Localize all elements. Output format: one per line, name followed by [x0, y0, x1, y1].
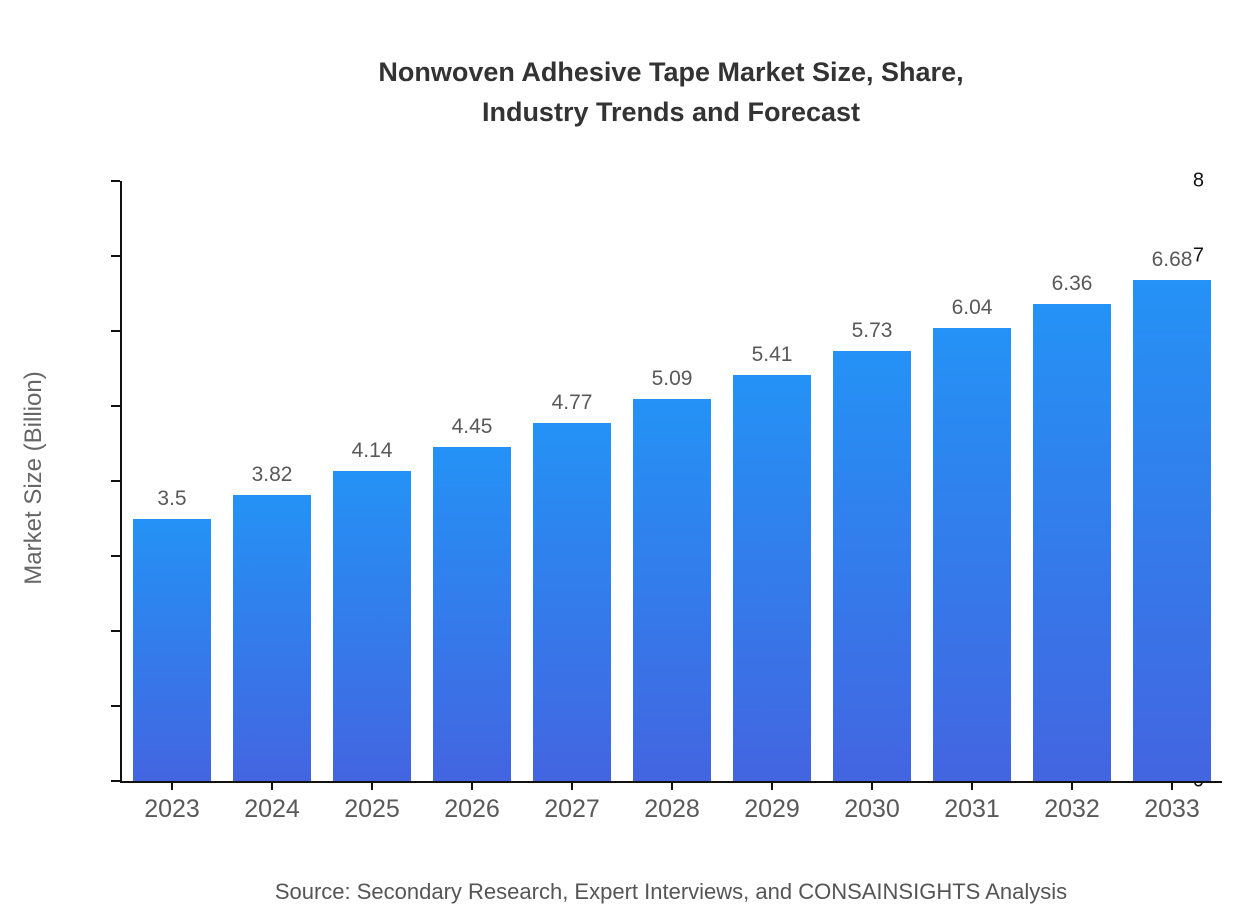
- bar: [733, 375, 811, 781]
- x-tick-mark: [971, 781, 973, 790]
- bar: [933, 328, 1011, 781]
- x-tick-mark: [571, 781, 573, 790]
- plot-area: 0123456783.520233.8220244.1420254.452026…: [111, 170, 1222, 823]
- bar-value-label: 3.82: [251, 462, 293, 486]
- x-tick-mark: [771, 781, 773, 790]
- bar: [833, 351, 911, 781]
- chart-title-line-2: Industry Trends and Forecast: [481, 97, 861, 127]
- y-tick-mark: [111, 705, 120, 707]
- bar: [533, 423, 611, 781]
- y-tick-mark: [111, 555, 120, 557]
- y-tick-mark: [111, 480, 120, 482]
- bar-value-label: 4.14: [351, 438, 393, 462]
- x-tick-mark: [1171, 781, 1173, 790]
- y-tick-mark: [111, 255, 120, 257]
- bar-value-label: 6.36: [1051, 272, 1093, 295]
- y-axis-label: Market Size (Billion): [20, 371, 47, 585]
- bar: [333, 470, 411, 781]
- bar-value-label: 6.68: [1151, 248, 1193, 271]
- bar: [1033, 304, 1111, 781]
- x-tick-label: 2027: [544, 795, 600, 823]
- y-tick-mark: [111, 630, 120, 632]
- bar-value-label: 3.5: [157, 486, 187, 510]
- bar: [1133, 280, 1211, 781]
- y-tick-label: 7: [1192, 244, 1204, 267]
- bar: [633, 399, 711, 781]
- x-tick-mark: [871, 781, 873, 790]
- x-tick-mark: [171, 781, 173, 790]
- x-tick-label: 2024: [244, 795, 300, 823]
- x-tick-label: 2026: [444, 795, 500, 823]
- y-tick-mark: [111, 330, 120, 332]
- x-tick-label: 2031: [944, 795, 1000, 823]
- y-tick-label: 8: [1192, 169, 1204, 192]
- x-tick-label: 2033: [1144, 795, 1200, 823]
- bar: [433, 447, 511, 781]
- x-tick-mark: [1071, 781, 1073, 790]
- x-tick-mark: [471, 781, 473, 790]
- bar-value-label: 5.41: [751, 343, 793, 367]
- y-tick-mark: [111, 405, 120, 407]
- bar-value-label: 4.77: [551, 391, 593, 415]
- chart-title: Nonwoven Adhesive Tape Market Size, Shar…: [120, 52, 1222, 132]
- x-tick-mark: [371, 781, 373, 790]
- bar: [133, 518, 211, 781]
- y-tick-mark: [111, 180, 120, 182]
- x-tick-mark: [271, 781, 273, 790]
- x-tick-label: 2032: [1044, 795, 1100, 823]
- x-tick-label: 2025: [344, 795, 400, 823]
- x-tick-label: 2023: [144, 795, 200, 823]
- chart-title-line-1: Nonwoven Adhesive Tape Market Size, Shar…: [378, 57, 964, 87]
- bar-value-label: 6.04: [951, 296, 993, 319]
- bar: [233, 494, 311, 781]
- bar-value-label: 5.09: [651, 367, 693, 391]
- source-note: Source: Secondary Research, Expert Inter…: [274, 879, 1068, 904]
- x-tick-label: 2029: [744, 795, 800, 823]
- x-tick-label: 2030: [844, 795, 900, 823]
- y-tick-mark: [111, 780, 120, 782]
- bar-value-label: 5.73: [851, 319, 893, 343]
- x-tick-mark: [671, 781, 673, 790]
- x-tick-label: 2028: [644, 795, 700, 823]
- bar-value-label: 4.45: [451, 415, 493, 439]
